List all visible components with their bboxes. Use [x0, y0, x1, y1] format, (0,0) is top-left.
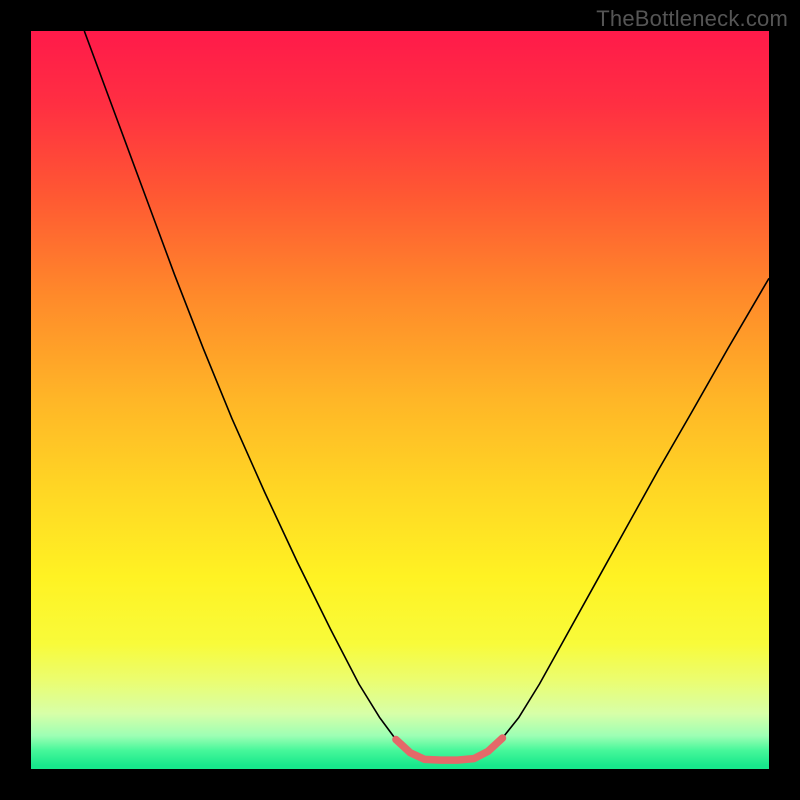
chart-svg [31, 31, 769, 769]
chart-container: TheBottleneck.com [0, 0, 800, 800]
gradient-background [31, 31, 769, 769]
watermark-text: TheBottleneck.com [596, 6, 788, 32]
plot-area [31, 31, 769, 769]
